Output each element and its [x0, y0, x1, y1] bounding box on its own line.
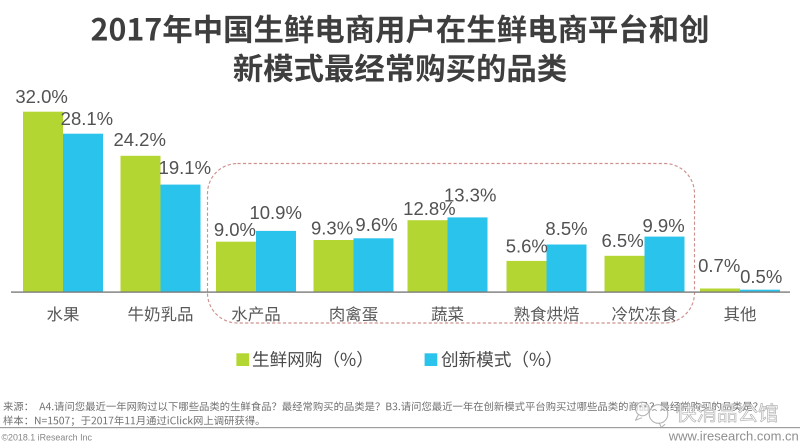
- svg-text:32.0%: 32.0%: [15, 86, 67, 107]
- svg-text:©2018.1 iResearch Inc: ©2018.1 iResearch Inc: [2, 433, 93, 443]
- svg-text:0.5%: 0.5%: [740, 266, 782, 287]
- svg-text:6.5%: 6.5%: [602, 230, 644, 251]
- svg-text:13.3%: 13.3%: [444, 185, 496, 206]
- svg-text:8.5%: 8.5%: [545, 218, 587, 239]
- svg-text:9.6%: 9.6%: [355, 214, 397, 235]
- svg-text:12.8%: 12.8%: [403, 198, 455, 219]
- svg-text:www.iresearch.com.cn: www.iresearch.com.cn: [668, 428, 799, 443]
- svg-text:24.2%: 24.2%: [113, 129, 165, 150]
- svg-text:9.0%: 9.0%: [214, 219, 256, 240]
- svg-text:28.1%: 28.1%: [61, 108, 113, 129]
- svg-text:0.7%: 0.7%: [698, 255, 740, 276]
- svg-text:9.3%: 9.3%: [311, 217, 353, 238]
- svg-text:5.6%: 5.6%: [506, 235, 548, 256]
- svg-text:10.9%: 10.9%: [249, 202, 301, 223]
- svg-text:19.1%: 19.1%: [159, 157, 211, 178]
- svg-text:9.9%: 9.9%: [643, 215, 685, 236]
